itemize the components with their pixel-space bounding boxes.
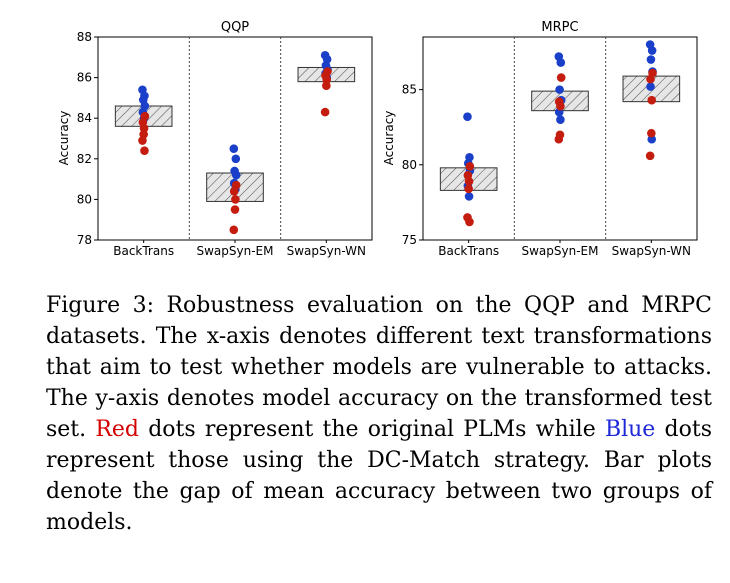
caption-text-middle: dots represent the original PLMs while: [139, 417, 605, 442]
blue-dot: [556, 58, 566, 67]
red-dot: [646, 74, 655, 84]
blue-dot: [463, 112, 472, 121]
blue-dot: [555, 85, 564, 94]
red-dot: [231, 195, 240, 204]
blue-dot: [556, 115, 565, 125]
red-dot: [230, 205, 240, 214]
red-dot: [465, 217, 474, 227]
mrpc-plot-area: 75 80 85 BackTrans SwapSyn-EM SwapSyn-WN: [402, 36, 698, 258]
y-tick-label: 82: [77, 152, 92, 166]
blue-dot: [464, 192, 474, 201]
red-dot: [320, 107, 330, 117]
red-dot: [554, 134, 564, 144]
mrpc-title: MRPC: [541, 20, 578, 35]
red-dot: [464, 177, 474, 186]
red-dot: [322, 75, 332, 84]
red-dot: [229, 225, 239, 235]
figure-caption: Figure 3: Robustness evaluation on the Q…: [46, 290, 712, 538]
red-dot: [556, 73, 566, 82]
y-tick-label: 86: [77, 71, 92, 85]
blue-dot: [229, 144, 239, 153]
figure-panels: QQP Accuracy 78 80 82 84 86 88 BackTrans SwapSy…: [57, 20, 698, 258]
y-tick-label: 85: [402, 83, 417, 97]
x-tick-label: BackTrans: [113, 244, 174, 258]
caption-red-word: Red: [95, 417, 140, 442]
caption-text-start: Figure 3: Robustness evaluation on the Q…: [46, 293, 712, 442]
blue-dot: [231, 170, 241, 180]
red-dot: [556, 101, 565, 111]
y-tick-label: 75: [402, 233, 417, 247]
red-dot: [464, 184, 473, 194]
x-tick-label: SwapSyn-WN: [612, 244, 691, 258]
blue-dot: [647, 46, 657, 55]
y-tick-label: 80: [402, 158, 417, 172]
x-tick-label: SwapSyn-WN: [287, 244, 366, 258]
mrpc-ylabel: Accuracy: [382, 111, 396, 166]
y-tick-label: 84: [77, 111, 92, 125]
blue-dot: [646, 82, 655, 91]
qqp-panel: QQP Accuracy 78 80 82 84 86 88 BackTrans SwapSy…: [57, 20, 373, 258]
y-tick-label: 80: [77, 192, 92, 206]
red-dot: [138, 136, 147, 145]
qqp-ylabel: Accuracy: [57, 111, 71, 166]
red-dot: [645, 151, 655, 161]
red-dot: [647, 128, 656, 138]
red-dot: [647, 95, 657, 105]
blue-dot: [646, 55, 656, 64]
red-dot: [140, 146, 149, 155]
x-tick-label: SwapSyn-EM: [197, 244, 274, 258]
red-dot: [465, 162, 475, 171]
red-dot: [229, 186, 239, 196]
x-tick-label: SwapSyn-EM: [522, 244, 599, 258]
caption-blue-word: Blue: [604, 417, 656, 442]
x-tick-label: BackTrans: [438, 244, 499, 258]
red-dot: [322, 81, 331, 91]
qqp-plot-area: 78 80 82 84 86 88 BackTrans SwapSyn-EM SwapSyn-W…: [77, 30, 373, 258]
qqp-title: QQP: [221, 20, 249, 35]
blue-dot: [231, 154, 241, 164]
mrpc-panel: MRPC Accuracy 75 80 85 BackTrans SwapSyn-EM S…: [382, 20, 698, 258]
y-tick-label: 78: [77, 233, 92, 247]
red-dot: [139, 124, 149, 133]
caption-text-end: dots represent those using the DC-Match …: [46, 417, 713, 535]
y-tick-label: 88: [77, 30, 92, 44]
